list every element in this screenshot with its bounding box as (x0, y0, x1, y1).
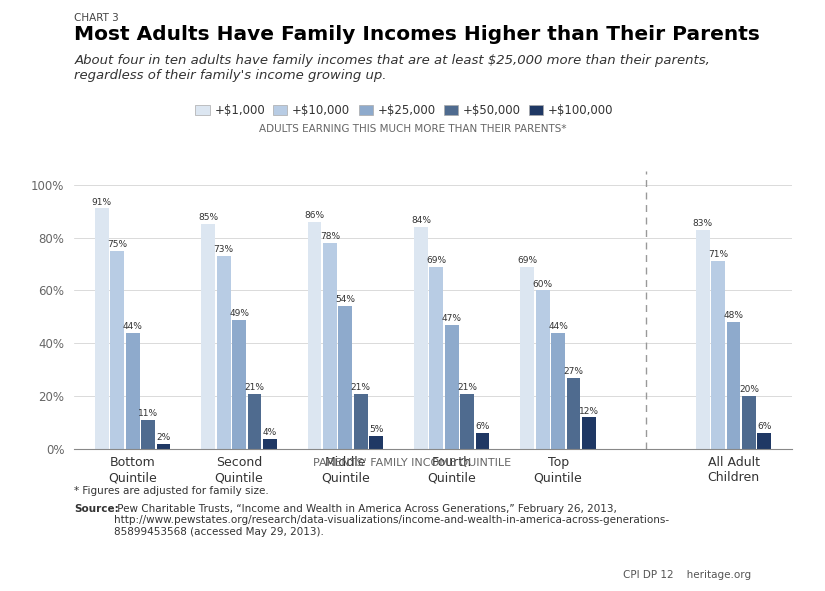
Bar (414, 227, 428, 449)
Text: 21%: 21% (244, 383, 265, 392)
Text: 73%: 73% (214, 245, 233, 254)
Text: Pew Charitable Trusts, “Income and Wealth in America Across Generations,” Februa: Pew Charitable Trusts, “Income and Wealt… (114, 504, 669, 537)
Text: ADULTS EARNING THIS MUCH MORE THAN THEIR PARENTS*: ADULTS EARNING THIS MUCH MORE THAN THEIR… (259, 124, 566, 134)
Bar (695, 229, 710, 449)
Bar (354, 394, 368, 449)
Bar (429, 267, 443, 449)
Text: 44%: 44% (123, 322, 143, 331)
Text: 83%: 83% (693, 219, 713, 228)
Bar (157, 444, 171, 449)
Text: * Figures are adjusted for family size.: * Figures are adjusted for family size. (74, 486, 269, 496)
Text: 69%: 69% (517, 256, 537, 265)
Text: 2%: 2% (157, 433, 171, 442)
Bar (757, 433, 771, 449)
Bar (248, 394, 262, 449)
Bar (263, 439, 277, 449)
Text: 21%: 21% (351, 383, 370, 392)
Bar (126, 333, 139, 449)
Text: CHART 3: CHART 3 (74, 13, 119, 23)
Text: 47%: 47% (441, 314, 462, 323)
Text: 91%: 91% (92, 197, 112, 207)
Text: Most Adults Have Family Incomes Higher than Their Parents: Most Adults Have Family Incomes Higher t… (74, 25, 760, 44)
Text: 20%: 20% (739, 385, 759, 394)
Bar (323, 243, 337, 449)
Bar (727, 322, 740, 449)
Bar (460, 394, 474, 449)
Text: 21%: 21% (457, 383, 477, 392)
Text: 6%: 6% (757, 423, 771, 431)
Text: 4%: 4% (263, 428, 277, 437)
Bar (445, 325, 459, 449)
Bar (551, 333, 565, 449)
Text: 60%: 60% (533, 280, 553, 288)
Bar (338, 306, 352, 449)
Bar (711, 261, 725, 449)
Bar (521, 267, 534, 449)
Text: 75%: 75% (107, 240, 127, 249)
Bar (582, 417, 596, 449)
Text: 69%: 69% (427, 256, 446, 265)
Text: 71%: 71% (708, 251, 728, 259)
Text: 44%: 44% (548, 322, 568, 331)
Text: Source:: Source: (74, 504, 119, 514)
Legend: +$1,000, +$10,000, +$25,000, +$50,000, +$100,000: +$1,000, +$10,000, +$25,000, +$50,000, +… (191, 99, 618, 122)
Text: 85%: 85% (198, 213, 219, 222)
Text: 11%: 11% (138, 409, 158, 418)
Text: 54%: 54% (336, 296, 356, 304)
Bar (370, 436, 383, 449)
Bar (201, 225, 215, 449)
Text: CPI DP 12    heritage.org: CPI DP 12 heritage.org (623, 570, 751, 580)
Text: About four in ten adults have family incomes that are at least $25,000 more than: About four in ten adults have family inc… (74, 54, 710, 82)
Text: 78%: 78% (320, 232, 340, 241)
Bar (217, 256, 230, 449)
Bar (308, 222, 322, 449)
Bar (232, 320, 246, 449)
Text: 6%: 6% (475, 423, 490, 431)
Text: 27%: 27% (563, 367, 583, 376)
Bar (535, 290, 549, 449)
Text: 5%: 5% (369, 425, 384, 434)
Text: 84%: 84% (411, 216, 431, 225)
Text: 86%: 86% (304, 211, 324, 220)
Bar (476, 433, 489, 449)
Text: 12%: 12% (579, 407, 599, 415)
Text: PARENTS' FAMILY INCOME QUINTILE: PARENTS' FAMILY INCOME QUINTILE (314, 458, 512, 468)
Bar (742, 396, 756, 449)
Bar (567, 378, 581, 449)
Bar (111, 251, 125, 449)
Bar (141, 420, 155, 449)
Text: 49%: 49% (229, 309, 249, 318)
Text: 48%: 48% (724, 311, 743, 320)
Bar (95, 209, 109, 449)
